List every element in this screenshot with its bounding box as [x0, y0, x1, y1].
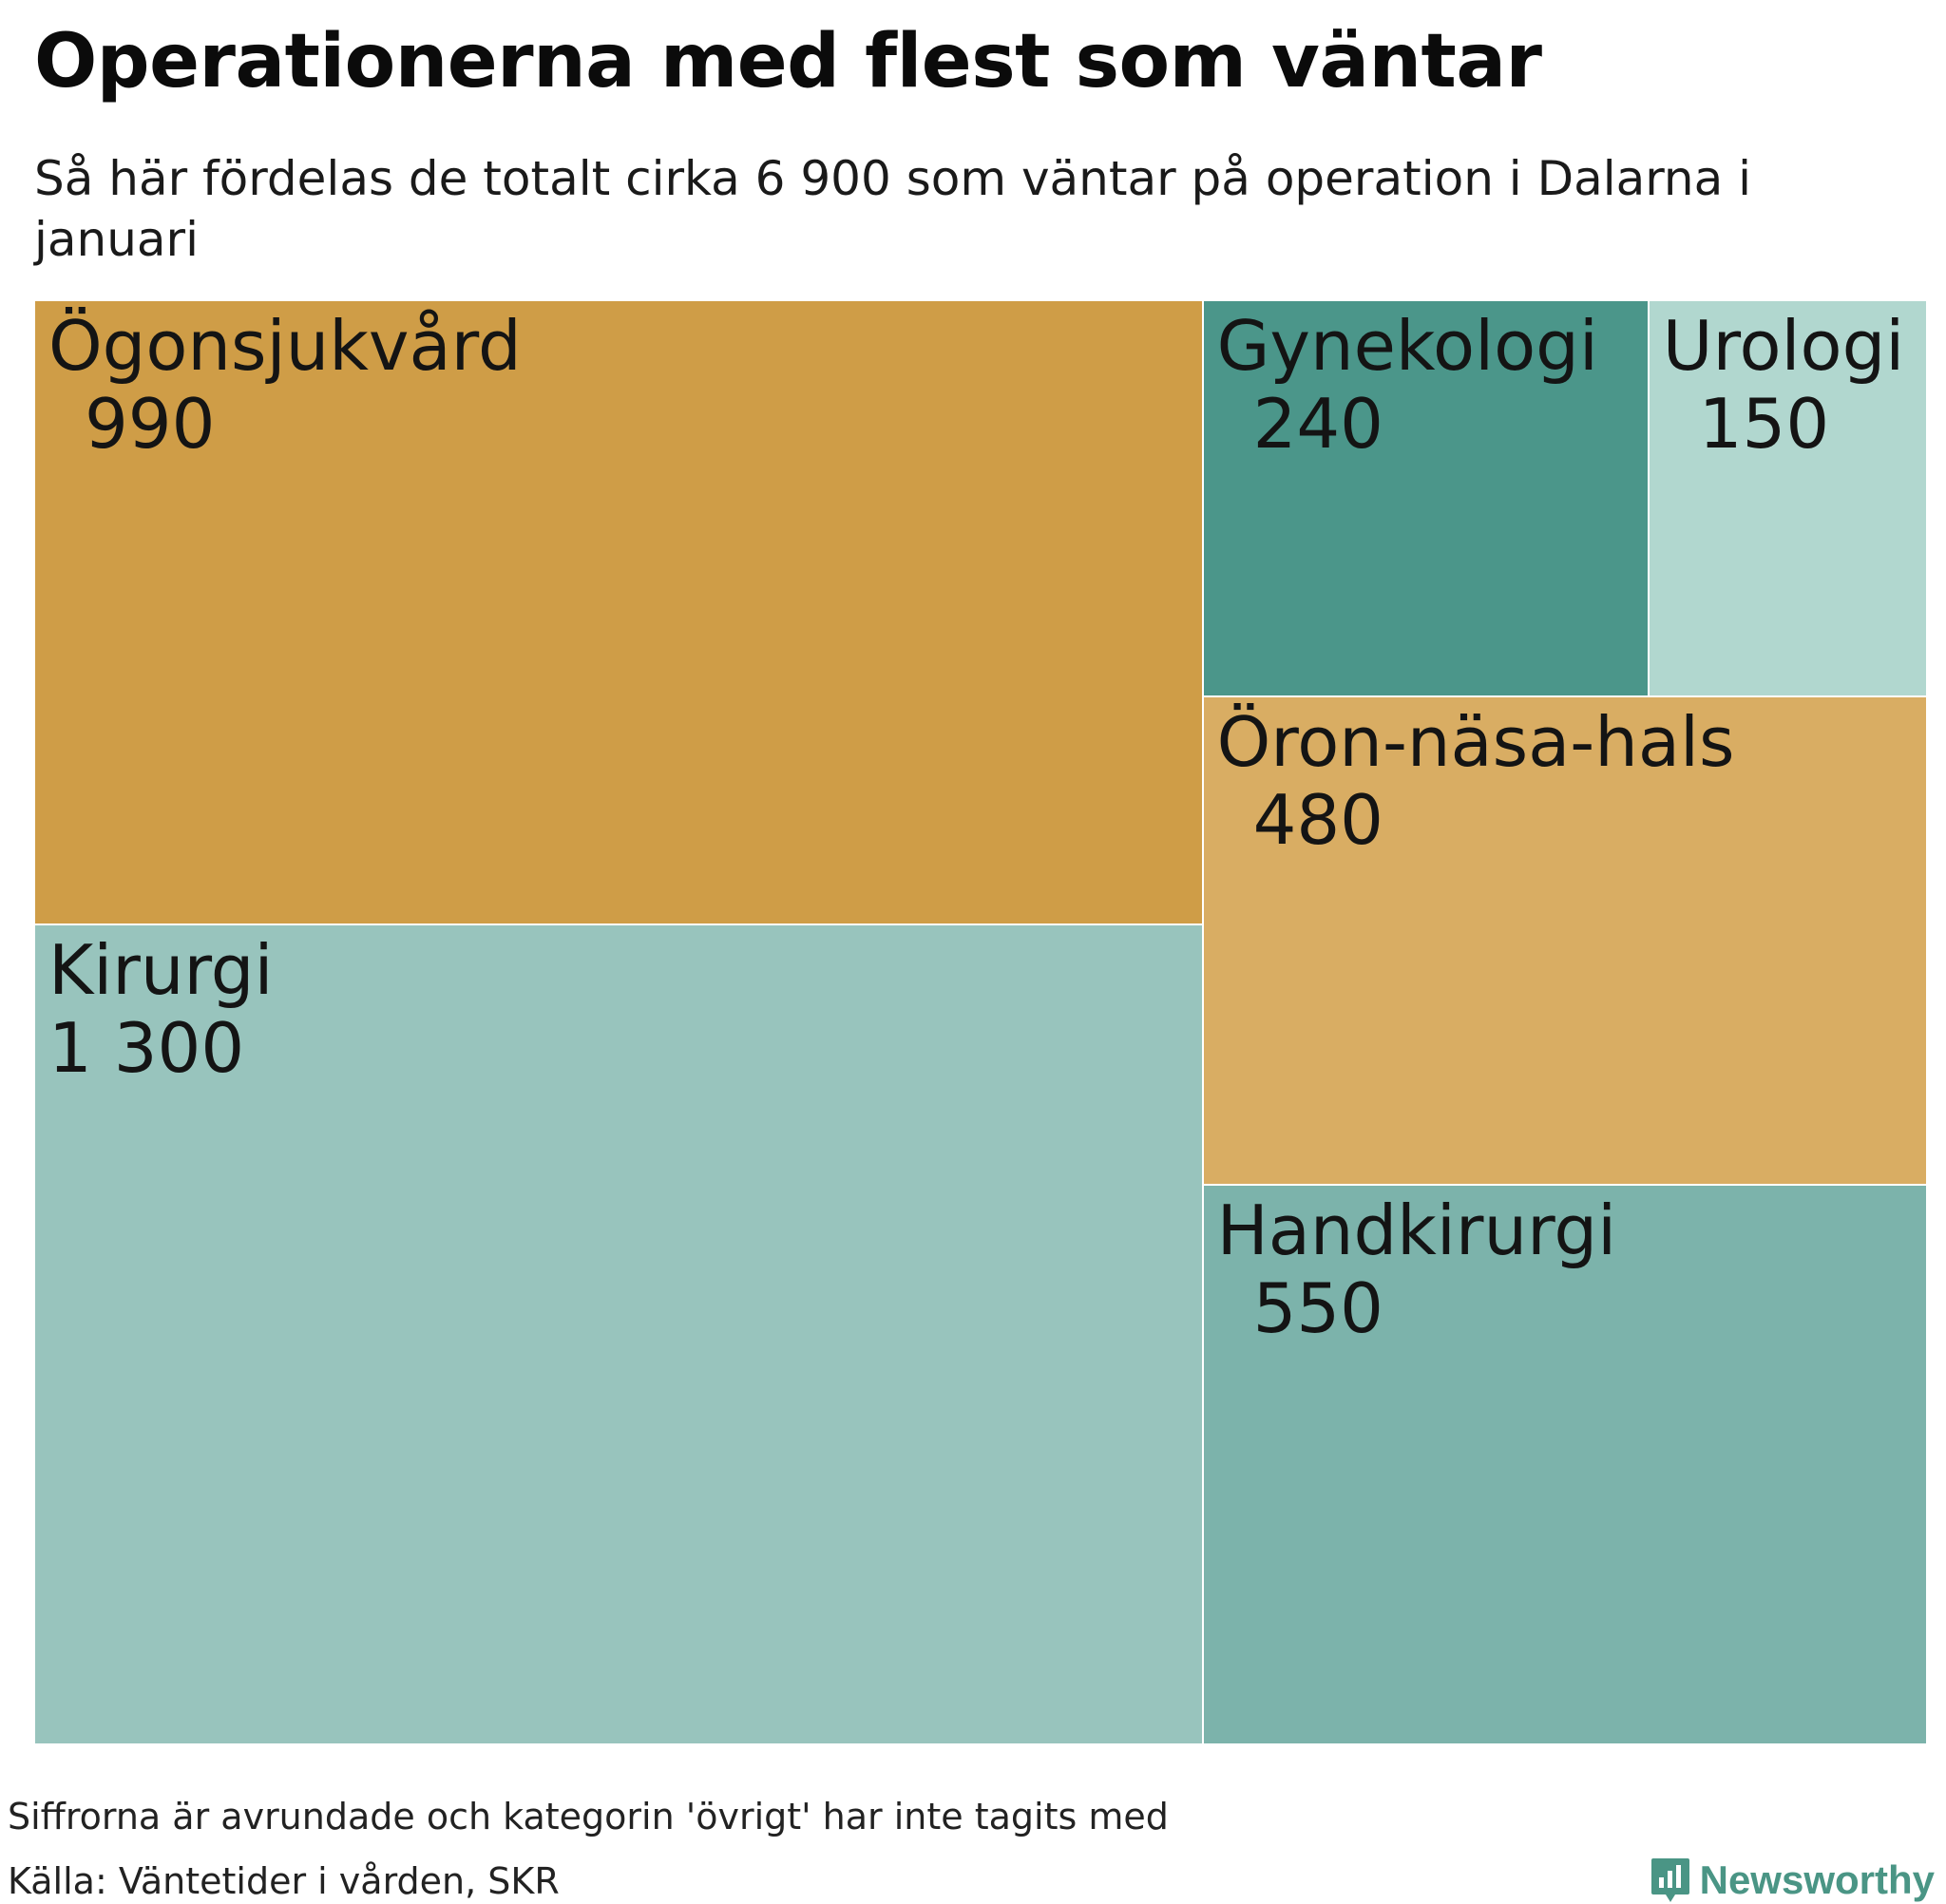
cell-label-kirurgi: Kirurgi — [48, 930, 274, 1011]
cell-value-gynekologi: 240 — [1252, 384, 1383, 464]
cell-value-oron-nasa-hals: 480 — [1252, 780, 1383, 861]
brand-name: Newsworthy — [1699, 1857, 1935, 1902]
bar-chart-speech-bubble-icon — [1650, 1858, 1689, 1902]
treemap-cell-handkirurgi: Handkirurgi 550 — [1202, 1185, 1927, 1744]
chart-subtitle: Så här fördelas de totalt cirka 6 900 so… — [34, 151, 1752, 267]
chart-title: Operationerna med flest som väntar — [34, 19, 1542, 105]
cell-value-handkirurgi: 550 — [1252, 1268, 1383, 1349]
footnote: Siffrorna är avrundade och kategorin 'öv… — [8, 1796, 1169, 1837]
brand-logo: Newsworthy — [1650, 1856, 1935, 1904]
source-text: Källa: Väntetider i vården, SKR — [8, 1860, 560, 1902]
cell-value-ogonsjukvard: 990 — [85, 384, 216, 464]
cell-value-urologi: 150 — [1698, 384, 1830, 464]
cell-label-gynekologi: Gynekologi — [1216, 306, 1598, 386]
treemap-cell-ogonsjukvard: Ögonsjukvård 990 — [34, 300, 1203, 925]
cell-label-handkirurgi: Handkirurgi — [1216, 1190, 1617, 1271]
cell-label-urologi: Urologi — [1662, 306, 1905, 386]
treemap-cell-gynekologi: Gynekologi 240 — [1202, 300, 1649, 697]
treemap: Ögonsjukvård 990 Kirurgi 1 300 Gynekologi 240… — [34, 300, 1927, 1744]
treemap-cell-oron-nasa-hals: Öron-näsa-hals 480 — [1202, 696, 1927, 1186]
treemap-cell-urologi: Urologi 150 — [1648, 300, 1927, 697]
treemap-cell-kirurgi: Kirurgi 1 300 — [34, 924, 1203, 1744]
cell-label-oron-nasa-hals: Öron-näsa-hals — [1216, 702, 1735, 783]
cell-value-kirurgi: 1 300 — [48, 1008, 245, 1089]
cell-label-ogonsjukvard: Ögonsjukvård — [48, 306, 522, 386]
